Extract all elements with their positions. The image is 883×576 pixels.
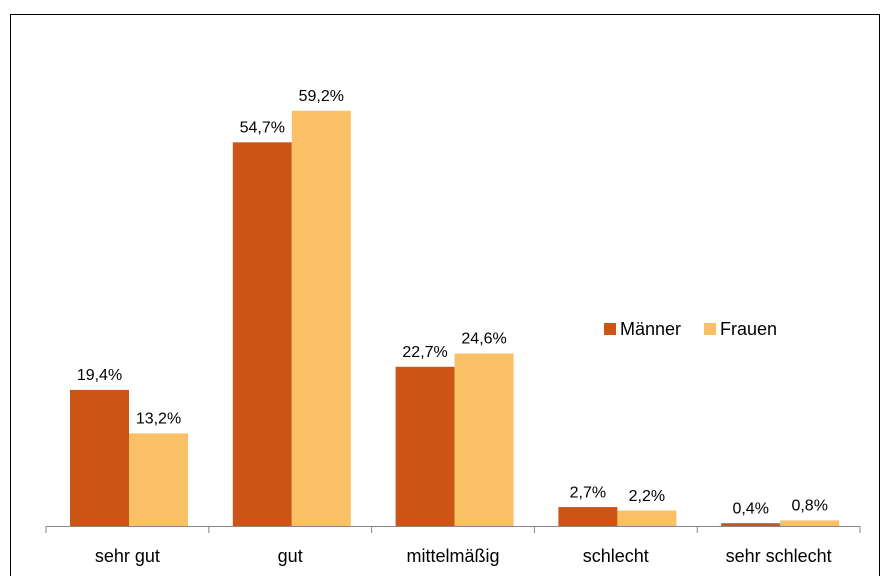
x-tick-label: schlecht — [583, 546, 649, 566]
x-tick-label: gut — [278, 546, 303, 566]
legend-swatch — [704, 323, 716, 335]
x-tick-label: mittelmäßig — [406, 546, 499, 566]
data-label: 24,6% — [461, 331, 506, 348]
data-label: 54,7% — [240, 120, 285, 137]
legend-label: Frauen — [720, 319, 777, 339]
data-label: 0,8% — [791, 498, 827, 515]
x-tick-label: sehr schlecht — [726, 546, 832, 566]
bar — [129, 433, 188, 526]
data-label: 19,4% — [77, 367, 122, 384]
bar — [454, 353, 514, 526]
bar — [232, 142, 292, 526]
data-label: 0,4% — [732, 500, 768, 517]
legend-swatch — [604, 323, 616, 335]
bar — [70, 389, 129, 526]
data-label: 2,7% — [570, 484, 606, 501]
bar — [617, 510, 677, 526]
bar — [721, 523, 781, 526]
bar — [395, 366, 455, 526]
data-label: 13,2% — [136, 411, 181, 428]
data-label: 2,2% — [629, 488, 665, 505]
legend-label: Männer — [620, 319, 681, 339]
data-label: 59,2% — [299, 88, 344, 105]
bar — [558, 507, 618, 526]
x-tick-label: sehr gut — [95, 546, 160, 566]
data-label: 22,7% — [402, 344, 447, 361]
bar — [291, 110, 351, 527]
bar — [780, 520, 840, 526]
